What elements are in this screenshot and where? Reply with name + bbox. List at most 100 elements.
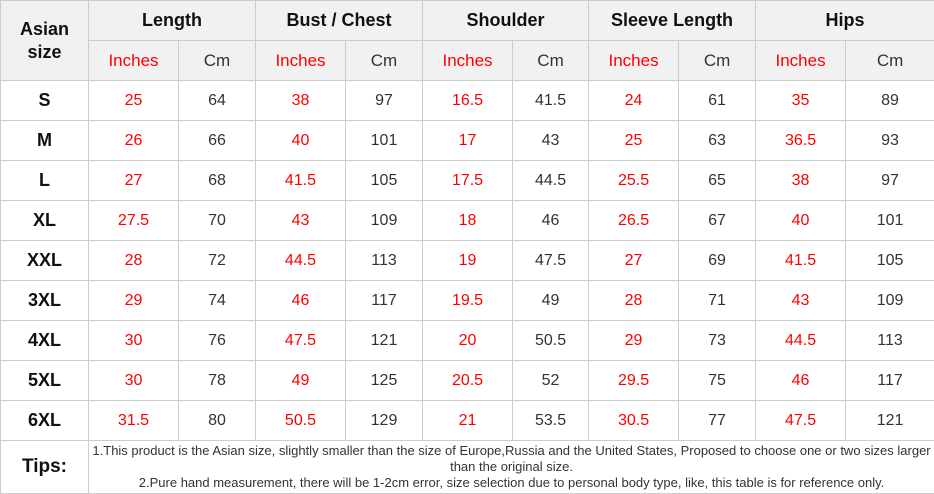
cm-value-cell: 66 xyxy=(179,121,256,161)
cm-value-cell: 41.5 xyxy=(513,81,589,121)
cm-value-cell: 71 xyxy=(679,281,756,321)
inches-value-cell: 20 xyxy=(423,321,513,361)
cm-value-cell: 109 xyxy=(846,281,934,321)
unit-header-cm: Cm xyxy=(513,41,589,81)
unit-header-inches: Inches xyxy=(89,41,179,81)
header-unit-row: Inches Cm Inches Cm Inches Cm Inches Cm … xyxy=(1,41,934,81)
cm-value-cell: 68 xyxy=(179,161,256,201)
cm-value-cell: 129 xyxy=(346,401,423,441)
inches-value-cell: 30 xyxy=(89,361,179,401)
inches-value-cell: 19.5 xyxy=(423,281,513,321)
cm-value-cell: 67 xyxy=(679,201,756,241)
group-header-bust-chest: Bust / Chest xyxy=(256,1,423,41)
cm-value-cell: 44.5 xyxy=(513,161,589,201)
cm-value-cell: 52 xyxy=(513,361,589,401)
inches-value-cell: 46 xyxy=(756,361,846,401)
cm-value-cell: 72 xyxy=(179,241,256,281)
inches-value-cell: 47.5 xyxy=(256,321,346,361)
size-cell: XL xyxy=(1,201,89,241)
unit-header-inches: Inches xyxy=(756,41,846,81)
inches-value-cell: 30.5 xyxy=(589,401,679,441)
inches-value-cell: 29 xyxy=(589,321,679,361)
cm-value-cell: 43 xyxy=(513,121,589,161)
cm-value-cell: 76 xyxy=(179,321,256,361)
size-cell: 5XL xyxy=(1,361,89,401)
cm-value-cell: 121 xyxy=(346,321,423,361)
cm-value-cell: 101 xyxy=(346,121,423,161)
inches-value-cell: 17 xyxy=(423,121,513,161)
corner-header-asian-size: Asian size xyxy=(1,1,89,81)
cm-value-cell: 74 xyxy=(179,281,256,321)
cm-value-cell: 117 xyxy=(846,361,934,401)
inches-value-cell: 50.5 xyxy=(256,401,346,441)
unit-header-cm: Cm xyxy=(179,41,256,81)
cm-value-cell: 63 xyxy=(679,121,756,161)
unit-header-inches: Inches xyxy=(589,41,679,81)
cm-value-cell: 105 xyxy=(346,161,423,201)
inches-value-cell: 25.5 xyxy=(589,161,679,201)
inches-value-cell: 25 xyxy=(89,81,179,121)
tips-text: 1.This product is the Asian size, slight… xyxy=(89,441,934,494)
size-cell: M xyxy=(1,121,89,161)
inches-value-cell: 47.5 xyxy=(756,401,846,441)
inches-value-cell: 17.5 xyxy=(423,161,513,201)
inches-value-cell: 40 xyxy=(756,201,846,241)
inches-value-cell: 29.5 xyxy=(589,361,679,401)
cm-value-cell: 53.5 xyxy=(513,401,589,441)
header-group-row: Asian size Length Bust / Chest Shoulder … xyxy=(1,1,934,41)
cm-value-cell: 97 xyxy=(346,81,423,121)
size-cell: XXL xyxy=(1,241,89,281)
inches-value-cell: 26.5 xyxy=(589,201,679,241)
inches-value-cell: 27 xyxy=(589,241,679,281)
cm-value-cell: 47.5 xyxy=(513,241,589,281)
inches-value-cell: 38 xyxy=(256,81,346,121)
inches-value-cell: 38 xyxy=(756,161,846,201)
inches-value-cell: 40 xyxy=(256,121,346,161)
cm-value-cell: 78 xyxy=(179,361,256,401)
cm-value-cell: 113 xyxy=(846,321,934,361)
cm-value-cell: 61 xyxy=(679,81,756,121)
inches-value-cell: 46 xyxy=(256,281,346,321)
cm-value-cell: 113 xyxy=(346,241,423,281)
unit-header-cm: Cm xyxy=(679,41,756,81)
inches-value-cell: 35 xyxy=(756,81,846,121)
cm-value-cell: 117 xyxy=(346,281,423,321)
inches-value-cell: 28 xyxy=(89,241,179,281)
inches-value-cell: 24 xyxy=(589,81,679,121)
unit-header-cm: Cm xyxy=(846,41,934,81)
cm-value-cell: 77 xyxy=(679,401,756,441)
cm-value-cell: 121 xyxy=(846,401,934,441)
cm-value-cell: 65 xyxy=(679,161,756,201)
inches-value-cell: 44.5 xyxy=(756,321,846,361)
size-cell: S xyxy=(1,81,89,121)
cm-value-cell: 73 xyxy=(679,321,756,361)
tips-line-2: 2.Pure hand measurement, there will be 1… xyxy=(89,475,934,491)
inches-value-cell: 21 xyxy=(423,401,513,441)
size-cell: L xyxy=(1,161,89,201)
cm-value-cell: 101 xyxy=(846,201,934,241)
cm-value-cell: 50.5 xyxy=(513,321,589,361)
cm-value-cell: 93 xyxy=(846,121,934,161)
cm-value-cell: 69 xyxy=(679,241,756,281)
cm-value-cell: 105 xyxy=(846,241,934,281)
inches-value-cell: 27 xyxy=(89,161,179,201)
tips-row: Tips: 1.This product is the Asian size, … xyxy=(1,441,934,494)
group-header-hips: Hips xyxy=(756,1,934,41)
inches-value-cell: 28 xyxy=(589,281,679,321)
tips-line-1: 1.This product is the Asian size, slight… xyxy=(89,443,934,475)
inches-value-cell: 41.5 xyxy=(756,241,846,281)
size-cell: 3XL xyxy=(1,281,89,321)
inches-value-cell: 26 xyxy=(89,121,179,161)
inches-value-cell: 49 xyxy=(256,361,346,401)
cm-value-cell: 89 xyxy=(846,81,934,121)
inches-value-cell: 41.5 xyxy=(256,161,346,201)
